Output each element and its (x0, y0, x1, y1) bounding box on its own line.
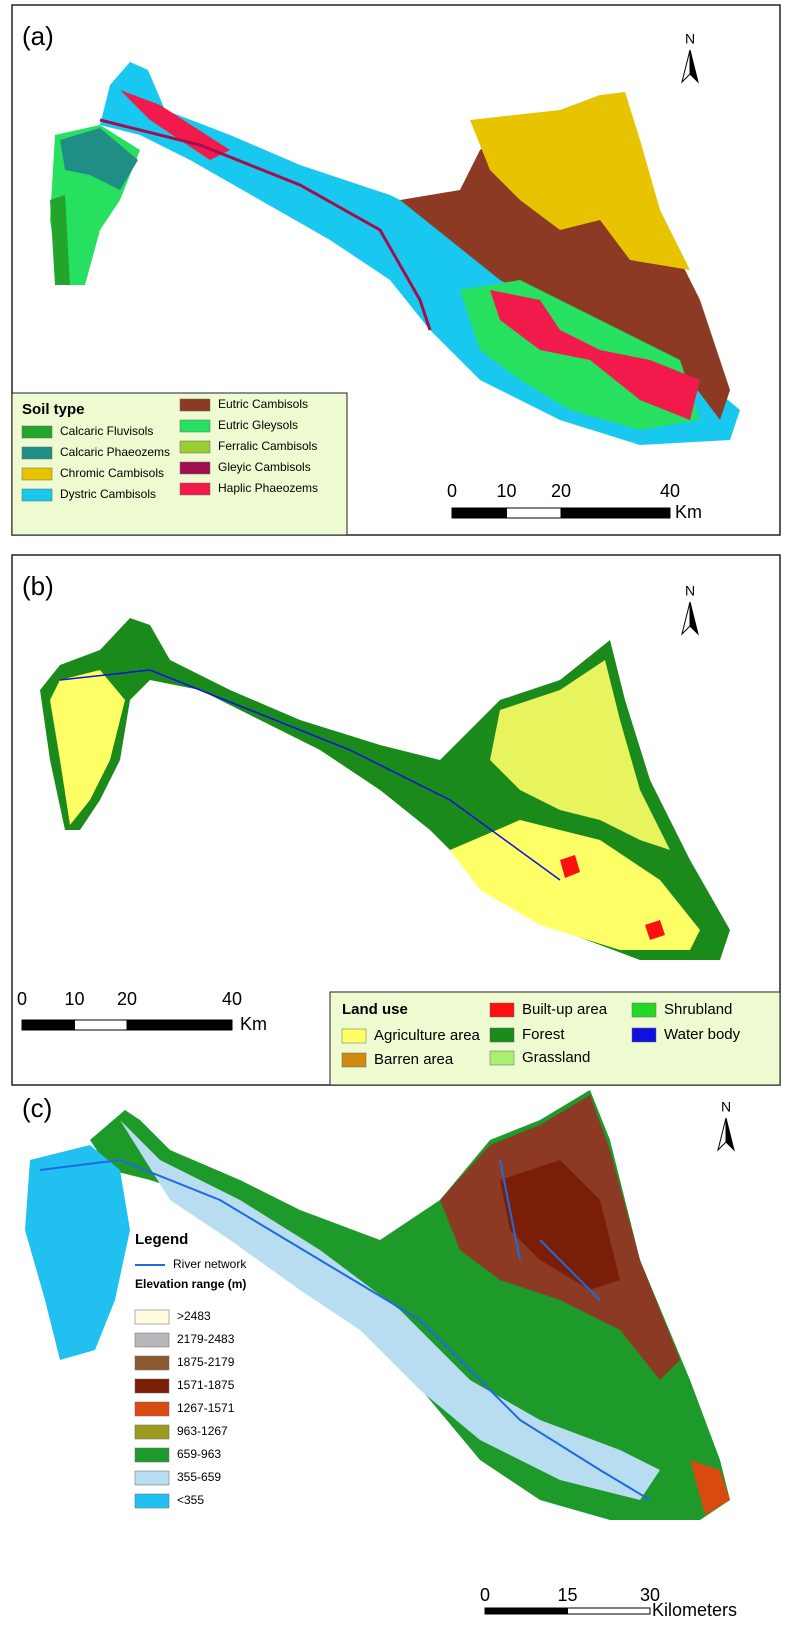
panel-label: (a) (22, 21, 54, 51)
legend-box (11, 392, 348, 536)
scale-unit: Km (675, 502, 702, 522)
legend-swatch (21, 446, 53, 460)
legend-swatch (631, 1027, 657, 1043)
legend-swatch (489, 1050, 515, 1066)
legend-swatch (134, 1447, 170, 1463)
scale-segment (451, 507, 507, 519)
north-label: N (685, 583, 695, 599)
scale-tick-label: 15 (557, 1585, 577, 1605)
legend-swatch (134, 1355, 170, 1371)
legend-label: 659-963 (177, 1447, 221, 1461)
north-arrow (717, 1117, 727, 1152)
soil-map (50, 62, 740, 445)
scale-tick-label: 20 (117, 989, 137, 1009)
legend-swatch (134, 1470, 170, 1486)
legend-swatch (179, 482, 211, 496)
elevation-map (25, 1090, 730, 1520)
legend-swatch (179, 419, 211, 433)
legend-label: Built-up area (522, 1001, 608, 1018)
north-arrow (725, 1117, 735, 1152)
legend-swatch (179, 440, 211, 454)
legend-label: 1571-1875 (177, 1378, 235, 1392)
scale-tick-label: 0 (480, 1585, 490, 1605)
legend-label: Shrubland (664, 1001, 732, 1018)
legend-label: >2483 (177, 1309, 211, 1323)
landuse-map (40, 618, 730, 960)
legend-label: 1875-2179 (177, 1355, 235, 1369)
scale-tick-label: 10 (64, 989, 84, 1009)
legend-label: Grassland (522, 1049, 590, 1066)
legend-subtitle: Elevation range (m) (135, 1277, 246, 1291)
legend-label: Eutric Cambisols (218, 397, 308, 411)
panel-label: (b) (22, 571, 54, 601)
legend-swatch (489, 1002, 515, 1018)
scale-tick-label: 0 (17, 989, 27, 1009)
scale-tick-label: 20 (551, 481, 571, 501)
legend-label: Calcaric Phaeozems (60, 445, 170, 459)
legend-swatch (134, 1378, 170, 1394)
legend-swatch (341, 1028, 367, 1044)
legend-swatch (134, 1401, 170, 1417)
scale-segment (567, 1607, 651, 1615)
scale-unit: Kilometers (652, 1600, 737, 1620)
legend-label: 2179-2483 (177, 1332, 235, 1346)
scale-tick-label: 30 (640, 1585, 660, 1605)
legend-label: Eutric Gleysols (218, 418, 298, 432)
legend-label: Chromic Cambisols (60, 466, 164, 480)
legend-swatch (489, 1027, 515, 1043)
north-label: N (721, 1099, 731, 1115)
legend-label: Calcaric Fluvisols (60, 424, 153, 438)
scale-tick-label: 40 (660, 481, 680, 501)
legend-swatch (179, 461, 211, 475)
annotations: (a) N Soil type Calcaric Fluvisols Calcaric … (11, 21, 781, 1620)
scale-unit: Km (240, 1014, 267, 1034)
legend-label: Water body (664, 1026, 741, 1043)
legend-label: 355-659 (177, 1470, 221, 1484)
legend-title: Soil type (22, 401, 85, 418)
scale-segment (484, 1607, 568, 1615)
north-label: N (685, 31, 695, 47)
legend-swatch (21, 467, 53, 481)
legend-label: <355 (177, 1493, 204, 1507)
north-arrow (689, 601, 699, 636)
legend-label: Ferralic Cambisols (218, 439, 317, 453)
legend-label: Barren area (374, 1051, 454, 1068)
scale-tick-label: 40 (222, 989, 242, 1009)
legend-swatch (179, 398, 211, 412)
legend-swatch (631, 1002, 657, 1018)
legend-swatch (134, 1493, 170, 1509)
legend-title: Land use (342, 1001, 408, 1018)
scale-tick-label: 0 (447, 481, 457, 501)
legend-title: Legend (135, 1231, 188, 1248)
scale-segment (126, 1019, 233, 1031)
legend-label: River network (173, 1257, 247, 1271)
legend-swatch (341, 1052, 367, 1068)
legend-swatch (134, 1424, 170, 1440)
legend-swatch (134, 1309, 170, 1325)
north-arrow (689, 49, 699, 84)
panel-label: (c) (22, 1093, 52, 1123)
legend-swatch (21, 488, 53, 502)
scale-tick-label: 10 (496, 481, 516, 501)
legend-label: Forest (522, 1026, 565, 1043)
legend-label: 1267-1571 (177, 1401, 235, 1415)
legend-label: 963-1267 (177, 1424, 228, 1438)
legend-label: Dystric Cambisols (60, 487, 156, 501)
scale-segment (506, 507, 562, 519)
legend-label: Agriculture area (374, 1027, 481, 1044)
scale-segment (74, 1019, 128, 1031)
scale-segment (560, 507, 671, 519)
legend-box (329, 991, 781, 1086)
scale-segment (21, 1019, 75, 1031)
legend-label: Gleyic Cambisols (218, 460, 311, 474)
legend-swatch (134, 1332, 170, 1348)
legend-label: Haplic Phaeozems (218, 481, 318, 495)
legend-swatch (21, 425, 53, 439)
